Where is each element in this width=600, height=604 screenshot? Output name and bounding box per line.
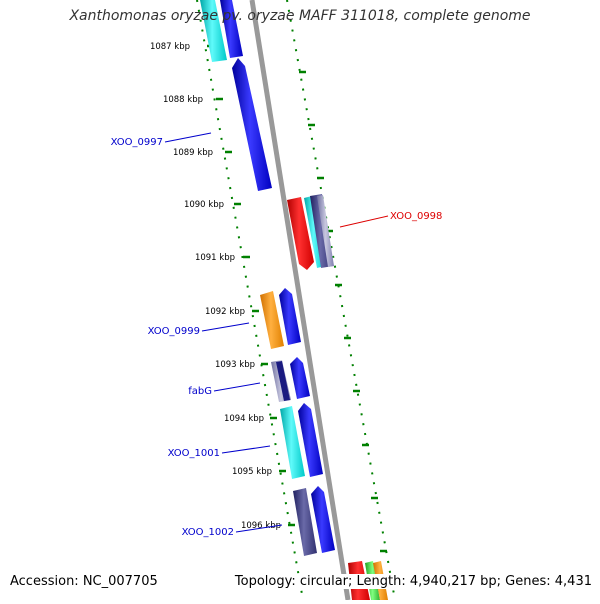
gene-feature-xoo-0996[interactable]	[220, 0, 243, 58]
kbp-label: 1090 kbp	[184, 200, 224, 210]
gene-label[interactable]: XOO_0997	[111, 137, 163, 148]
leader-line-xoo-0998	[339, 215, 389, 228]
gene-feature-blue-2[interactable]	[298, 403, 323, 477]
kbp-label: 1092 kbp	[205, 307, 245, 317]
gene-feature-blue[interactable]	[290, 357, 310, 399]
gene-label[interactable]: XOO_1002	[182, 527, 234, 538]
kbp-label: 1089 kbp	[173, 148, 213, 158]
kbp-label: 1095 kbp	[232, 467, 272, 477]
reverse-tick-track	[286, 0, 396, 601]
gene-feature-xoo-0995[interactable]	[200, 0, 227, 62]
accession-label: Accession: NC_007705	[10, 574, 158, 589]
gene-feature-xoo-1001[interactable]	[280, 406, 305, 479]
gene-feature-orange[interactable]	[260, 291, 284, 349]
gene-feature-xoo-0998[interactable]	[287, 197, 314, 270]
genome-backbone	[249, 0, 351, 601]
leader-line-fabg	[213, 382, 261, 392]
kbp-label: 1093 kbp	[215, 360, 255, 370]
kbp-label: 1096 kbp	[241, 521, 281, 531]
gene-label[interactable]: XOO_0998	[390, 211, 442, 222]
gene-feature-xoo-1002[interactable]	[293, 488, 317, 556]
kbp-label: 1091 kbp	[195, 253, 235, 263]
gene-label[interactable]: XOO_0999	[148, 326, 200, 337]
kbp-label: 1088 kbp	[163, 95, 203, 105]
gene-feature-slate-rev[interactable]	[317, 195, 334, 267]
gene-feature-xoo-0997[interactable]	[232, 58, 272, 191]
kbp-label: 1087 kbp	[150, 42, 190, 52]
leader-line-xoo-0999	[201, 322, 250, 332]
kbp-label: 1094 kbp	[224, 414, 264, 424]
map-title: Xanthomonas oryzae pv. oryzae MAFF 31101…	[69, 8, 531, 24]
leader-line-xoo-0997	[164, 132, 212, 143]
leader-line-xoo-1002	[235, 524, 283, 533]
leader-line-xoo-1001	[221, 445, 271, 454]
gene-feature-fabg[interactable]	[276, 361, 290, 401]
gene-feature-blue-3[interactable]	[311, 486, 335, 553]
gene-feature-xoo-0999[interactable]	[279, 288, 301, 345]
forward-tick-track	[196, 0, 304, 601]
forward-strand-genes	[200, 0, 335, 556]
gene-label[interactable]: fabG	[188, 386, 212, 397]
genome-summary: Topology: circular; Length: 4,940,217 bp…	[232, 574, 592, 589]
gene-label[interactable]: XOO_1001	[168, 448, 220, 459]
right-major-ticks	[299, 70, 387, 553]
